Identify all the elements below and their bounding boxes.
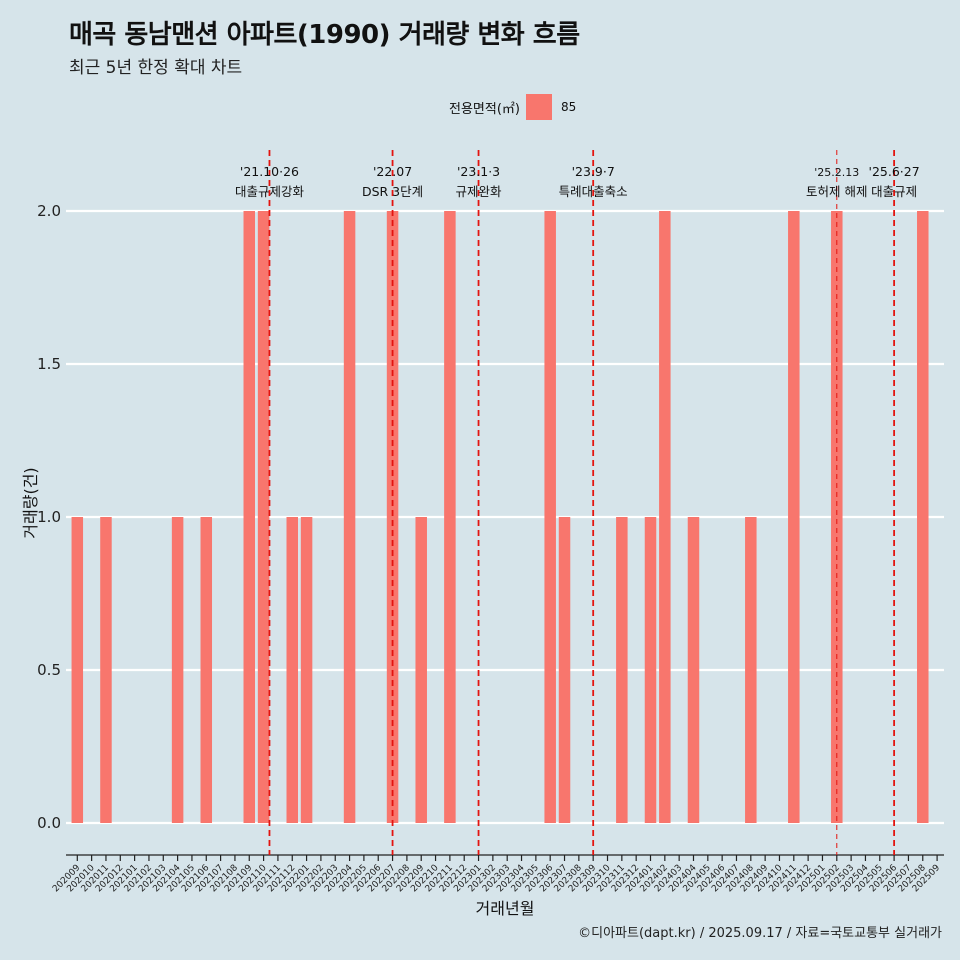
event-date-label: '22.07: [373, 164, 412, 179]
bar: [100, 517, 112, 823]
bar: [917, 211, 929, 823]
chart-title: 매곡 동남맨션 아파트(1990) 거래량 변화 흐름: [69, 20, 580, 50]
bar: [544, 211, 556, 823]
event-name-label: 대출규제강화: [235, 184, 305, 199]
event-date-label: '23.9·7: [572, 164, 615, 179]
event-date-label: '23.1·3: [457, 164, 500, 179]
bar: [415, 517, 427, 823]
event-date-label: '25.2.13: [814, 166, 859, 179]
bar: [659, 211, 671, 823]
bar: [343, 211, 356, 823]
legend-title: 전용면적(㎡): [449, 102, 520, 117]
bar: [444, 211, 456, 823]
event-name-label: 규제완화: [456, 184, 503, 199]
bar: [257, 211, 270, 823]
bar: [286, 517, 298, 823]
event-name-label: 특례대출축소: [559, 184, 628, 199]
legend: 전용면적(㎡) 85: [0, 92, 960, 122]
event-name-label: DSR 3단계: [362, 184, 423, 199]
bar: [687, 517, 700, 823]
bar: [644, 517, 657, 823]
bar: [300, 517, 313, 823]
bar: [200, 517, 213, 823]
y-tick-label: 0.5: [37, 661, 61, 679]
bar: [386, 211, 399, 823]
x-axis-title: 거래년월: [476, 899, 535, 918]
bar: [71, 517, 84, 823]
event-date-label: '21.10·26: [240, 164, 299, 179]
y-tick-label: 1.5: [37, 355, 61, 373]
y-tick-label: 1.0: [37, 508, 61, 526]
legend-label: 85: [561, 100, 577, 114]
bar: [243, 211, 256, 823]
bar: [745, 517, 757, 823]
bar: [171, 517, 184, 823]
event-name-label: 토허제 해제: [806, 184, 867, 199]
y-axis-title: 거래량(건): [21, 467, 40, 538]
chart-subtitle: 최근 5년 한정 확대 차트: [69, 58, 243, 78]
y-tick-label: 2.0: [37, 202, 61, 220]
bar: [616, 517, 628, 823]
y-tick-label: 0.0: [37, 814, 61, 832]
legend-key: [526, 94, 552, 120]
bar: [788, 211, 800, 823]
event-name-label: 대출규제: [871, 184, 917, 199]
event-date-label: '25.6·27: [869, 164, 920, 179]
source-caption: ©디아파트(dapt.kr) / 2025.09.17 / 자료=국토교통부 실…: [578, 926, 942, 941]
bar: [831, 211, 843, 823]
bar: [558, 517, 571, 823]
